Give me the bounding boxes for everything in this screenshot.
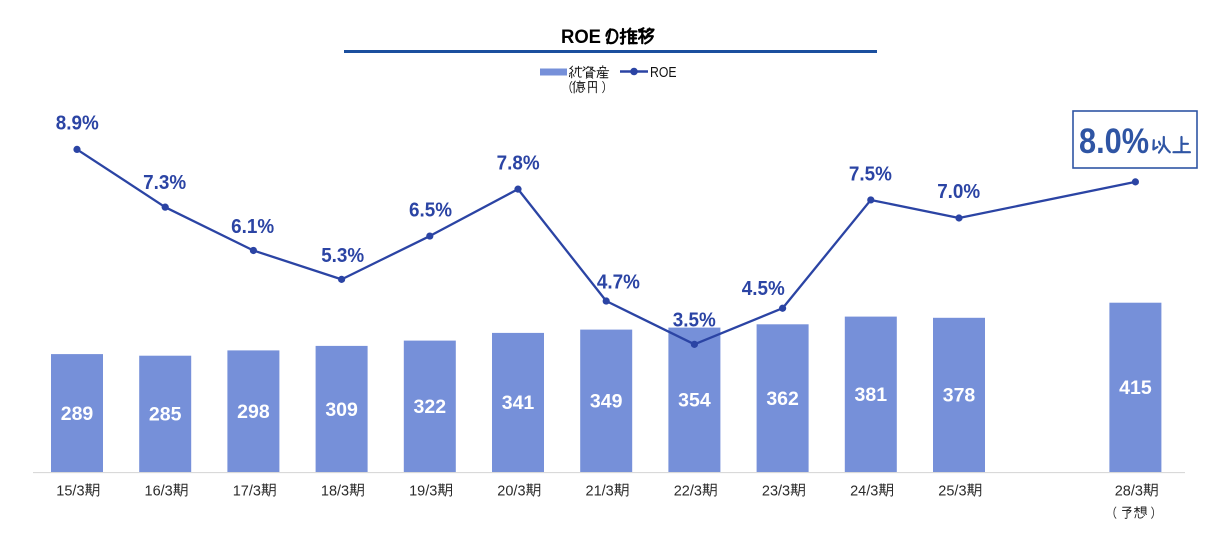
svg-text:8.9%: 8.9% xyxy=(56,112,99,134)
svg-text:18/3: 18/3 xyxy=(321,484,349,500)
svg-text:4.7%: 4.7% xyxy=(597,272,640,294)
svg-text:ROE: ROE xyxy=(561,26,601,48)
svg-text:6.1%: 6.1% xyxy=(231,216,274,238)
svg-text:415: 415 xyxy=(1119,377,1152,399)
svg-text:24/3: 24/3 xyxy=(850,484,878,500)
svg-text:298: 298 xyxy=(237,401,270,423)
svg-text:7.8%: 7.8% xyxy=(497,153,540,175)
svg-text:28/3: 28/3 xyxy=(1115,484,1143,500)
svg-text:349: 349 xyxy=(590,391,623,413)
svg-text:309: 309 xyxy=(325,399,358,421)
svg-text:381: 381 xyxy=(855,384,888,406)
svg-text:25/3: 25/3 xyxy=(938,484,966,500)
svg-text:20/3: 20/3 xyxy=(497,484,525,500)
svg-text:4.5%: 4.5% xyxy=(742,278,785,300)
svg-text:354: 354 xyxy=(678,390,711,412)
svg-text:285: 285 xyxy=(149,404,182,426)
svg-text:6.5%: 6.5% xyxy=(409,200,452,222)
svg-text:341: 341 xyxy=(502,392,535,414)
svg-text:22/3: 22/3 xyxy=(674,484,702,500)
svg-text:15/3: 15/3 xyxy=(56,484,84,500)
svg-text:19/3: 19/3 xyxy=(409,484,437,500)
svg-text:362: 362 xyxy=(766,388,799,410)
svg-text:5.3%: 5.3% xyxy=(321,245,364,267)
svg-text:7.0%: 7.0% xyxy=(937,181,980,203)
svg-text:7.3%: 7.3% xyxy=(143,172,186,194)
svg-text:8.0%: 8.0% xyxy=(1079,122,1149,161)
svg-text:21/3: 21/3 xyxy=(586,484,614,500)
svg-text:3.5%: 3.5% xyxy=(673,310,716,332)
svg-text:17/3: 17/3 xyxy=(233,484,261,500)
svg-text:322: 322 xyxy=(414,396,447,418)
svg-text:16/3: 16/3 xyxy=(145,484,173,500)
svg-text:ROE: ROE xyxy=(650,65,677,81)
svg-text:378: 378 xyxy=(943,385,976,407)
svg-text:7.5%: 7.5% xyxy=(849,163,892,185)
svg-text:23/3: 23/3 xyxy=(762,484,790,500)
svg-text:289: 289 xyxy=(61,403,94,425)
